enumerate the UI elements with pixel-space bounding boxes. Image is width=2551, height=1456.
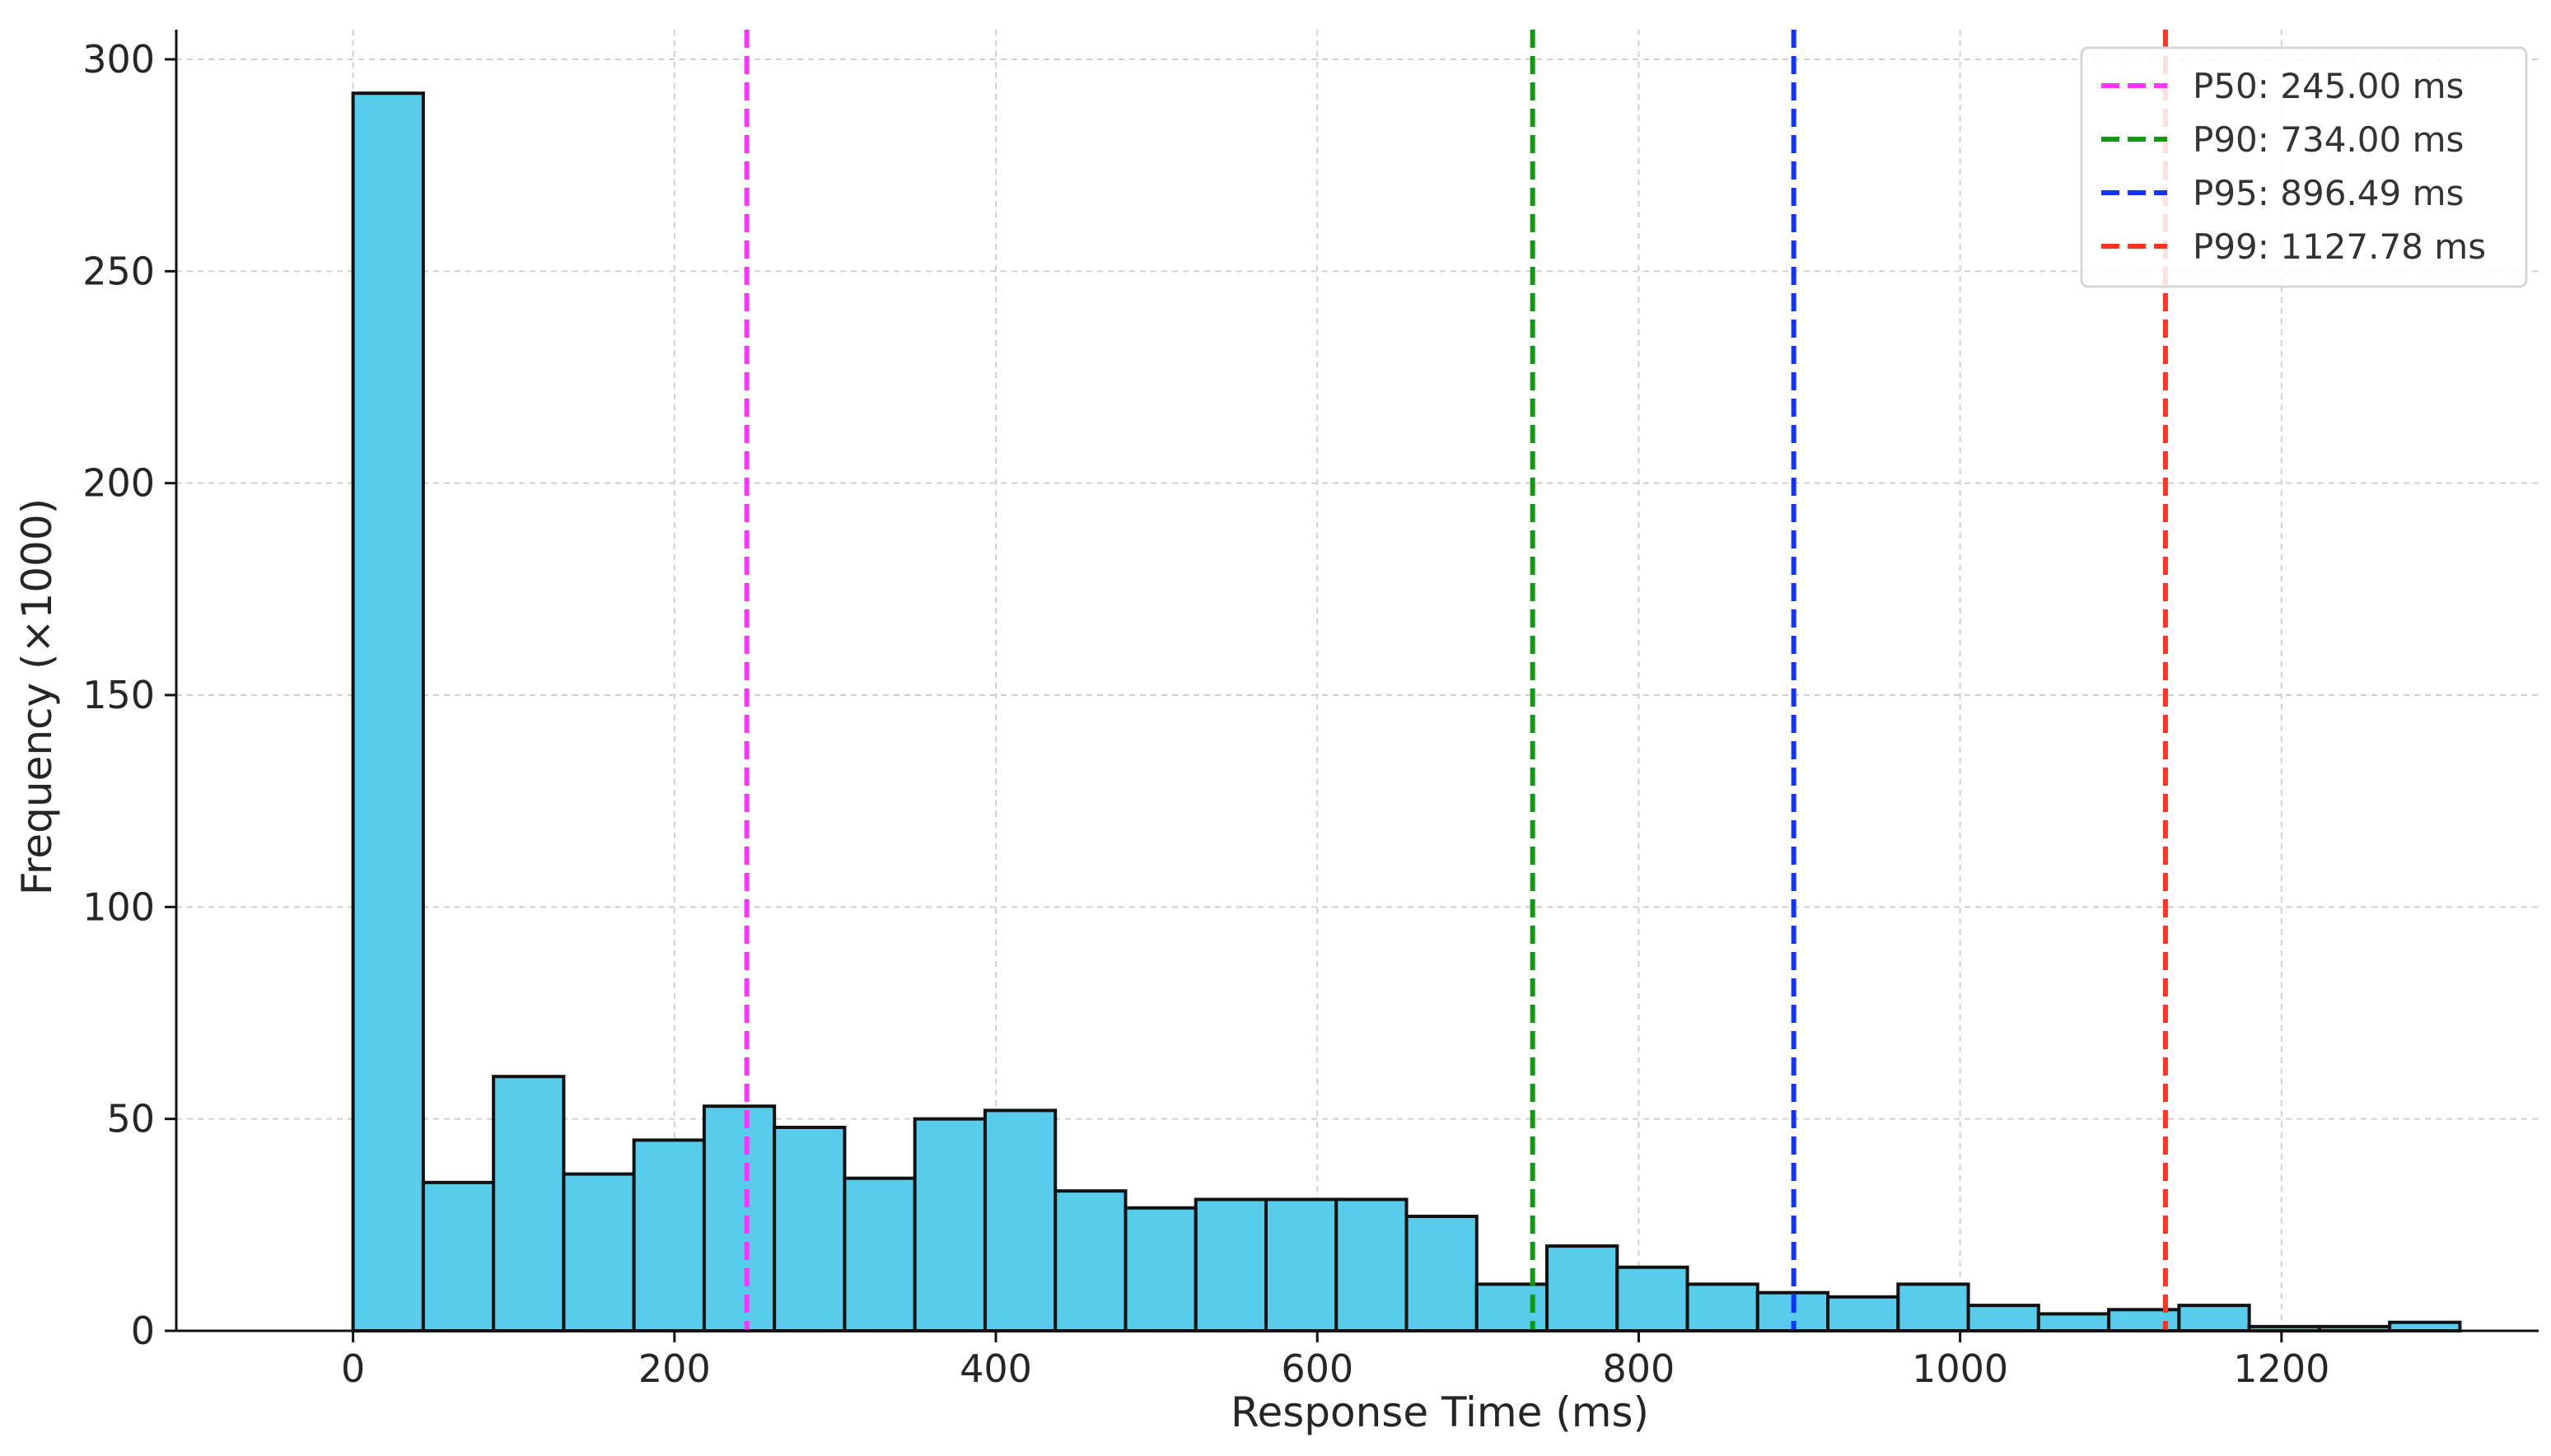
- x-axis-label: Response Time (ms): [1231, 1388, 1649, 1436]
- x-tick-label: 0: [341, 1346, 365, 1391]
- y-tick-label: 300: [82, 37, 155, 82]
- histogram-bar: [2036, 1312, 2111, 1333]
- histogram-bar: [1404, 1215, 1479, 1333]
- x-tick-label: 400: [960, 1346, 1032, 1391]
- histogram-bar: [632, 1138, 706, 1333]
- histogram-bar: [2388, 1320, 2462, 1332]
- histogram-bar: [2107, 1308, 2181, 1332]
- histogram-bar: [1474, 1282, 1549, 1332]
- histogram-bar: [1334, 1197, 1409, 1333]
- histogram-bar: [421, 1180, 496, 1333]
- y-tick-label: 50: [106, 1097, 155, 1141]
- x-tick-label: 200: [638, 1346, 711, 1391]
- y-tick-label: 200: [82, 461, 155, 506]
- histogram-bar: [562, 1172, 636, 1332]
- legend-label: P50: 245.00 ms: [2193, 66, 2464, 106]
- histogram-bar: [1054, 1189, 1128, 1332]
- legend: P50: 245.00 ms P90: 734.00 ms P95: 896.49 …: [2080, 46, 2528, 288]
- legend-label: P99: 1127.78 ms: [2193, 226, 2486, 267]
- histogram-bar: [773, 1125, 847, 1332]
- x-tick-label: 1000: [1912, 1346, 2008, 1391]
- histogram-bar: [983, 1108, 1058, 1332]
- histogram-bar: [1545, 1244, 1619, 1332]
- legend-label: P90: 734.00 ms: [2193, 119, 2464, 160]
- histogram-bar: [913, 1117, 987, 1332]
- histogram-bar: [1124, 1206, 1198, 1332]
- legend-label: P95: 896.49 ms: [2193, 173, 2464, 213]
- histogram-bar: [351, 91, 425, 1332]
- histogram-bar: [702, 1104, 777, 1333]
- y-tick-label: 0: [131, 1309, 155, 1353]
- histogram-bar: [2177, 1304, 2251, 1332]
- y-tick-label: 100: [82, 884, 155, 929]
- histogram-bar: [1826, 1295, 1900, 1333]
- histogram-bar: [1966, 1304, 2040, 1332]
- histogram-bar: [1896, 1282, 1970, 1332]
- tick-labels: 0 200 400 600 800 1000 1200 0 50 100 150 200 250 300: [82, 37, 2329, 1391]
- histogram-bar: [1685, 1282, 1759, 1332]
- histogram-bar: [492, 1075, 566, 1332]
- y-tick-label: 150: [82, 673, 155, 717]
- histogram-bar: [843, 1176, 917, 1333]
- y-axis-label: Frequency (×1000): [13, 498, 61, 895]
- histogram-bar: [1615, 1265, 1689, 1332]
- x-tick-label: 1200: [2233, 1346, 2329, 1391]
- axes: [175, 30, 2539, 1332]
- x-tick-label: 600: [1281, 1346, 1353, 1391]
- y-tick-label: 250: [82, 249, 155, 293]
- legend-box: [2080, 46, 2528, 288]
- x-tick-label: 800: [1603, 1346, 1675, 1391]
- histogram-bar: [1194, 1197, 1268, 1333]
- histogram-bar: [1264, 1197, 1339, 1333]
